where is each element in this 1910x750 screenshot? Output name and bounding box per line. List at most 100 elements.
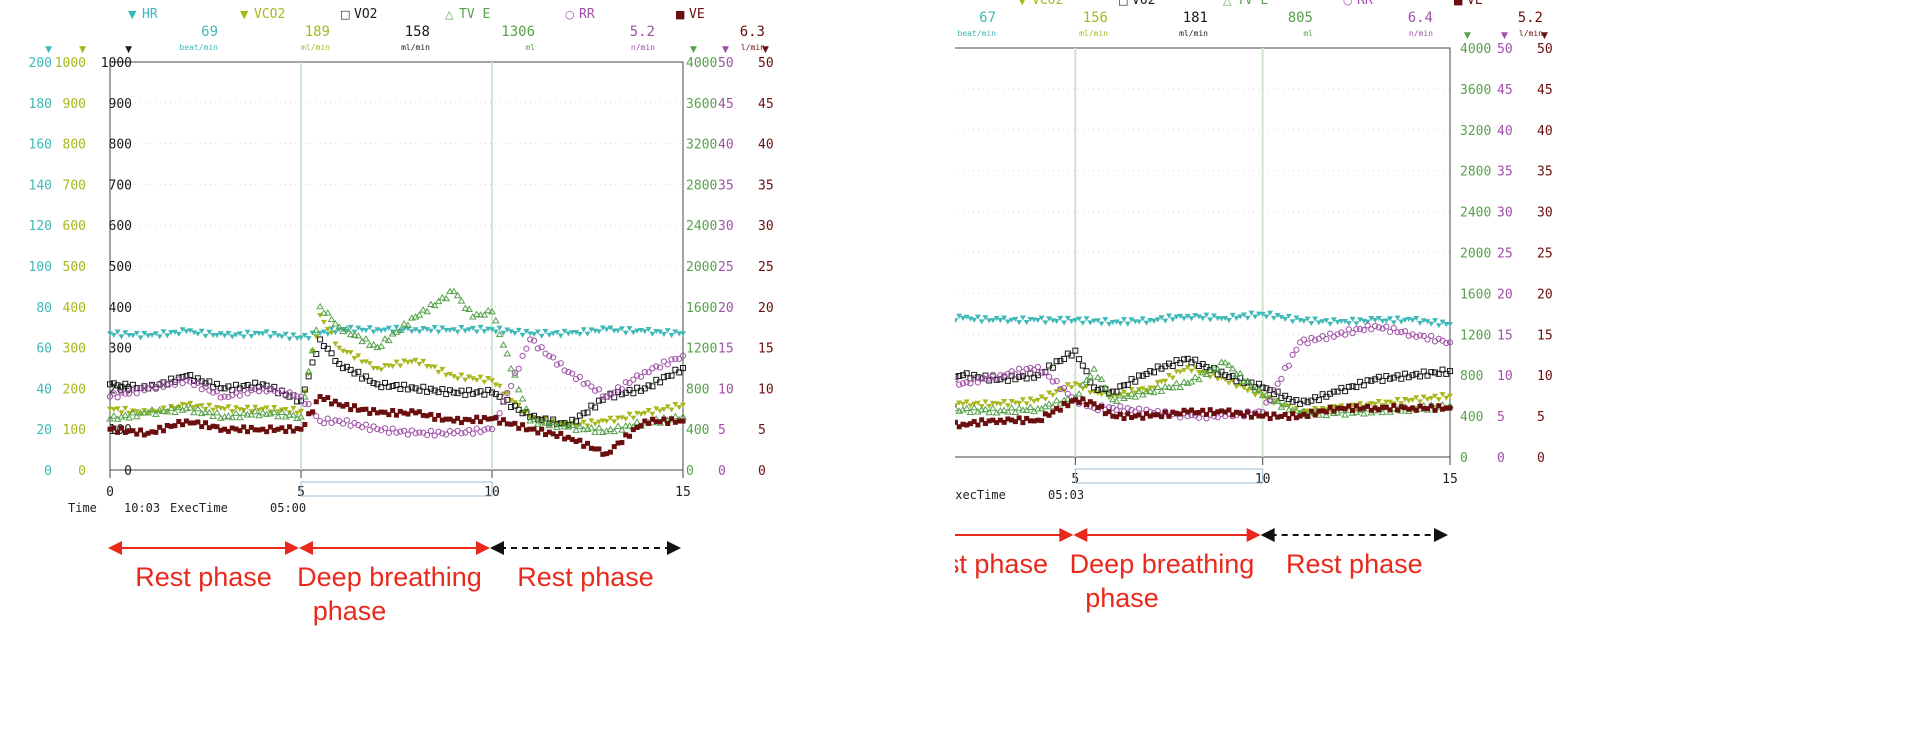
series-hr-marker <box>1083 316 1090 322</box>
series-vco2-point <box>450 374 457 380</box>
series-ve-marker <box>1391 402 1397 408</box>
series-rr-marker <box>301 400 308 407</box>
series-ve-point <box>1447 405 1453 411</box>
series-hr-marker <box>1124 321 1131 327</box>
series-tve-point <box>316 302 324 310</box>
series-ve-marker <box>1417 403 1423 409</box>
series-ve-marker <box>1387 407 1393 413</box>
series-tve-marker <box>331 319 340 327</box>
series-ve-marker <box>1027 418 1033 424</box>
series-vco2-marker <box>664 404 671 410</box>
series-rr-marker <box>611 389 618 396</box>
series-ve-marker <box>1230 412 1236 418</box>
series-tve-marker <box>132 412 141 420</box>
series-hr-marker <box>1004 319 1011 325</box>
series-vco2-marker <box>275 409 282 415</box>
series-ve-point <box>1297 413 1303 419</box>
series-ve-marker <box>344 402 350 408</box>
series-ve-marker <box>382 409 388 415</box>
series-rr-marker <box>1124 405 1131 412</box>
series-ve-marker <box>329 401 335 407</box>
series-tve-marker <box>966 408 975 416</box>
series-ve-marker <box>271 427 277 433</box>
series-tve-marker <box>625 422 634 429</box>
series-tve-marker <box>514 385 523 393</box>
series-vo2-marker <box>1061 355 1068 362</box>
series-ve-marker <box>1173 410 1179 416</box>
series-vco2-marker <box>588 418 595 424</box>
series-hr-marker <box>1008 317 1015 323</box>
series-tve-marker <box>491 316 500 324</box>
series-tve-marker <box>446 287 454 295</box>
vco2-axis-tick-label: 200 <box>63 382 86 397</box>
series-vco2-marker <box>1188 368 1195 374</box>
rr-legend-symbol-icon: ○ <box>1343 0 1353 7</box>
series-hr-marker <box>630 330 637 336</box>
series-rr-marker <box>362 421 370 428</box>
series-vco2-marker <box>210 407 217 413</box>
series-ve-marker <box>294 426 300 432</box>
ve-axis-tick-label: 50 <box>758 56 774 71</box>
series-hr-marker <box>1166 313 1172 319</box>
series-ve-marker <box>1428 403 1434 409</box>
ve-legend-unit: l/min <box>1519 29 1543 38</box>
series-ve-marker <box>1275 414 1281 420</box>
series-rr-marker <box>454 427 461 434</box>
series-tve-marker <box>970 403 979 411</box>
series-hr-marker <box>1300 318 1307 324</box>
series-ve-marker <box>1233 409 1239 415</box>
series-vo2-marker <box>347 366 354 373</box>
series-hr-marker <box>595 329 602 335</box>
rr-axis-tick-label: 15 <box>1497 328 1513 343</box>
series-rr-marker <box>634 372 641 379</box>
series-tve-marker <box>224 412 233 419</box>
series-rr-marker <box>656 364 664 371</box>
series-ve-point <box>1222 409 1228 415</box>
series-hr-marker <box>1038 315 1045 321</box>
series-ve-marker <box>1357 406 1363 412</box>
vo2-legend-name: VO2 <box>1132 0 1155 8</box>
series-tve-point <box>335 323 344 330</box>
phase-arrow-left-head-icon <box>1260 528 1275 542</box>
series-rr-marker <box>1312 337 1319 344</box>
series-tve-marker <box>419 306 428 313</box>
series-vo2-marker <box>1027 370 1034 377</box>
series-hr-marker <box>1270 315 1277 321</box>
series-hr-marker <box>175 331 182 337</box>
series-vco2-marker <box>630 415 637 421</box>
series-tve-marker <box>962 404 971 411</box>
series-rr-marker <box>1300 336 1307 343</box>
series-vo2-marker <box>1394 372 1401 379</box>
series-vo2-marker <box>439 386 446 393</box>
ve-axis-tick-label: 20 <box>1537 287 1553 302</box>
series-rr-marker <box>290 392 297 399</box>
ve-axis-tick-label: 10 <box>1537 369 1553 384</box>
series-rr-point <box>1297 339 1304 346</box>
series-vco2-marker <box>1076 382 1083 388</box>
vco2-legend-value: 189 <box>305 24 330 40</box>
series-rr-marker <box>1349 330 1356 337</box>
series-hr-marker <box>118 334 125 340</box>
series-vo2-marker <box>550 416 557 423</box>
deep-breathing-bar <box>300 481 493 497</box>
series-vo2-marker <box>382 379 389 386</box>
series-tve-marker <box>201 408 210 416</box>
series-ve-marker <box>661 416 667 422</box>
series-vo2-marker <box>416 387 423 394</box>
series-hr-marker <box>618 326 625 332</box>
series-vo2-marker <box>1420 368 1427 375</box>
series-ve-marker <box>653 419 659 425</box>
series-rr-point <box>1446 339 1454 346</box>
series-hr-marker <box>557 333 564 339</box>
series-hr-marker <box>500 330 507 336</box>
series-ve-marker <box>542 432 548 438</box>
series-vo2-marker <box>1173 357 1180 364</box>
series-ve-marker <box>1413 407 1419 413</box>
series-vco2-marker <box>443 372 450 378</box>
series-rr-marker <box>1289 351 1296 358</box>
series-hr-marker <box>1315 320 1322 326</box>
series-ve-marker <box>585 440 590 446</box>
series-hr-marker <box>1308 321 1315 327</box>
series-rr-marker <box>473 425 480 432</box>
series-vco2-marker <box>320 319 327 325</box>
